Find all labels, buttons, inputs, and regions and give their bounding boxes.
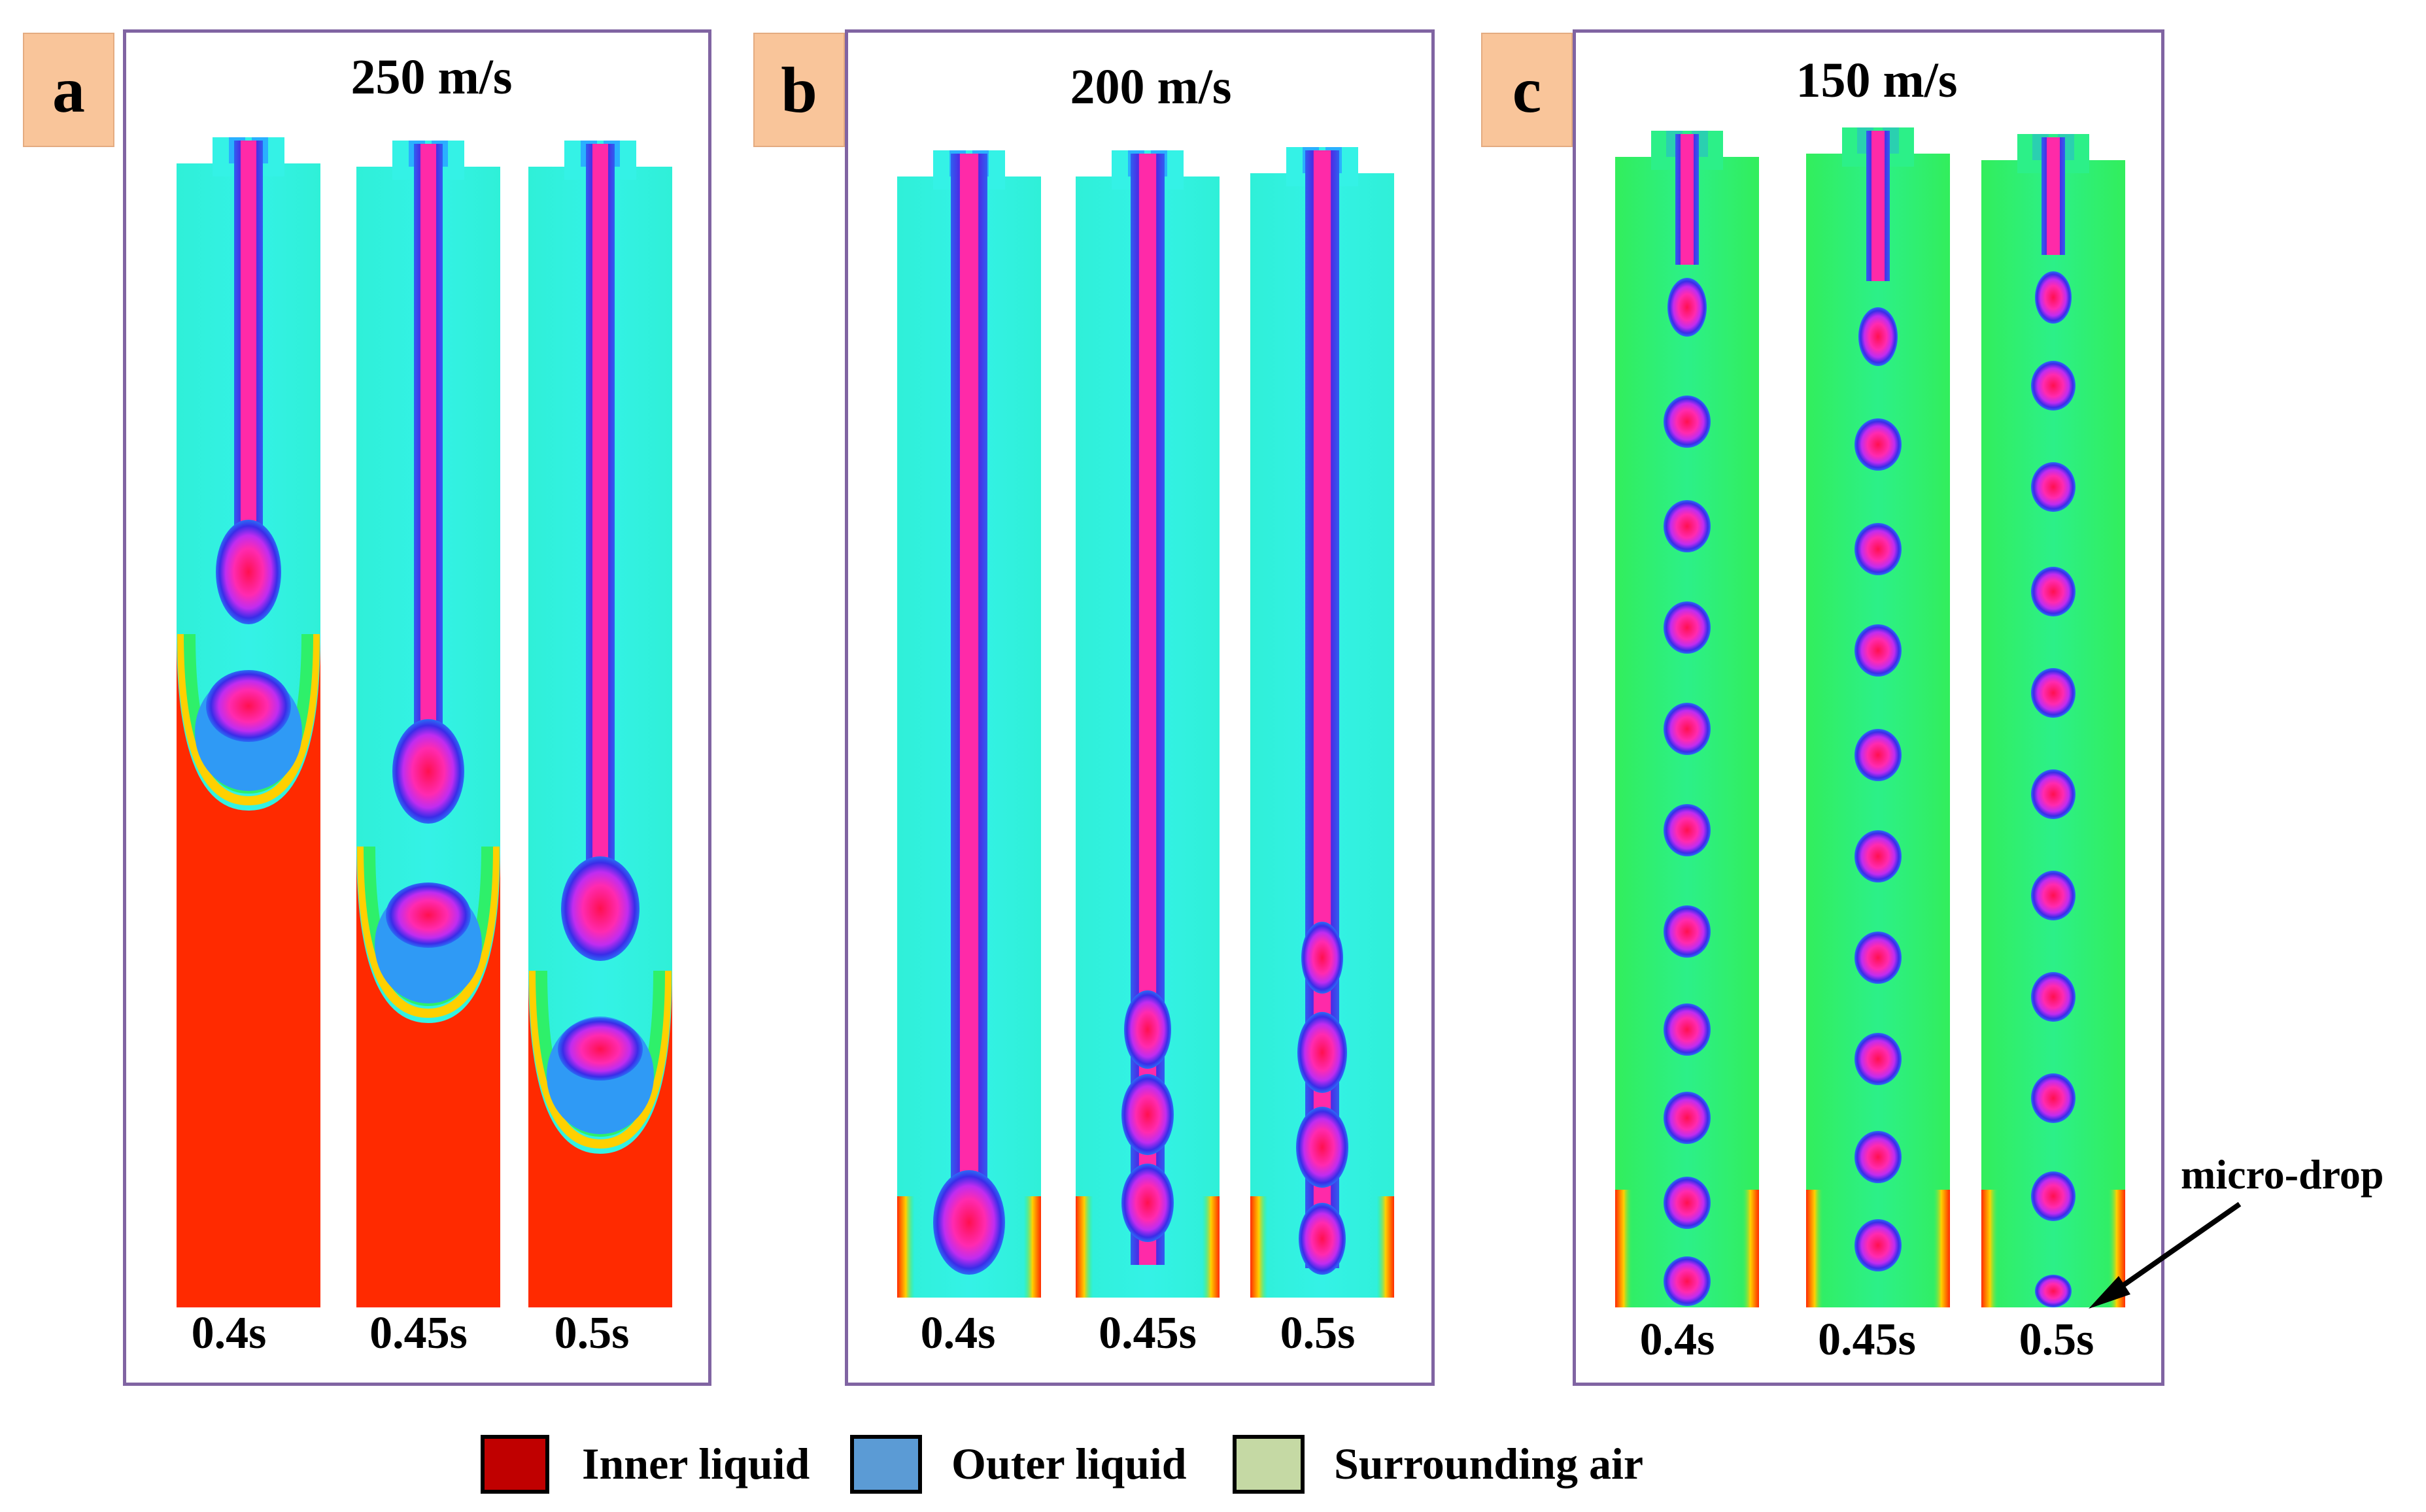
panel-a-time-1: 0.45s xyxy=(369,1308,468,1358)
panel-c-time-2: 0.5s xyxy=(2019,1315,2094,1365)
panel-c-sim-2 xyxy=(1981,134,2125,1307)
panel-c-time-0: 0.4s xyxy=(1639,1315,1715,1365)
panel-b-time-0: 0.4s xyxy=(920,1308,996,1358)
panel-a-speed-title: 250 m/s xyxy=(350,50,513,105)
panel-b-sim-0 xyxy=(897,150,1041,1298)
panel-c-badge: c xyxy=(1481,33,1573,147)
panel-b-time-2: 0.5s xyxy=(1280,1308,1356,1358)
panel-c-speed-title: 150 m/s xyxy=(1796,53,1958,108)
panel-b-badge: b xyxy=(753,33,845,147)
panel-a-sim-2 xyxy=(528,141,672,1307)
legend-swatch-surrounding-air xyxy=(1233,1435,1305,1494)
panel-c-time-1: 0.45s xyxy=(1818,1315,1916,1365)
panel-a-time-2: 0.5s xyxy=(554,1308,630,1358)
legend-swatch-outer-liquid xyxy=(850,1435,922,1494)
legend-label-inner-liquid: Inner liquid xyxy=(582,1439,810,1488)
panel-c-sim-0 xyxy=(1615,131,1759,1307)
panel-b-speed-title: 200 m/s xyxy=(1070,59,1232,114)
panel-a-badge: a xyxy=(23,33,114,147)
panel-a-time-0: 0.4s xyxy=(191,1308,267,1358)
legend-label-surrounding-air: Surrounding air xyxy=(1334,1439,1644,1488)
panel-b-time-1: 0.45s xyxy=(1099,1308,1197,1358)
legend-label-outer-liquid: Outer liquid xyxy=(951,1439,1187,1488)
legend-swatch-inner-liquid xyxy=(481,1435,549,1494)
panel-b-sim-2 xyxy=(1250,147,1394,1298)
micro-drop-label: micro-drop xyxy=(2181,1151,2384,1198)
micro-drop-arrow xyxy=(2089,1201,2242,1309)
panel-c-sim-1 xyxy=(1806,127,1950,1307)
panel-a-sim-0 xyxy=(177,137,320,1307)
panel-b-sim-1 xyxy=(1076,150,1220,1298)
panel-a-sim-1 xyxy=(356,141,500,1307)
